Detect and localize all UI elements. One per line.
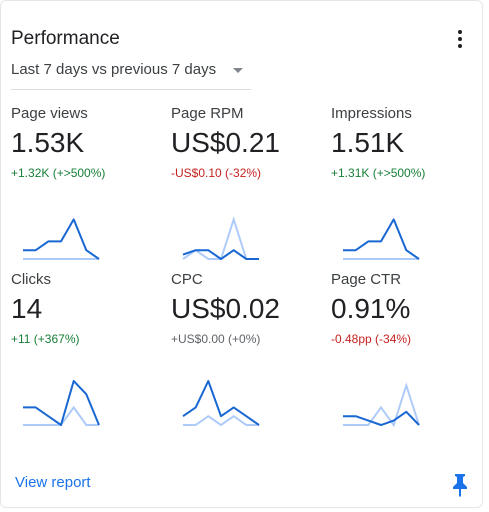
metric-value: 1.53K [11,127,85,158]
metric-value: 14 [11,293,43,324]
metric-label: Clicks [11,271,51,288]
metric-delta: -0.48pp (-34%) [331,332,412,346]
sparkline-chart [182,216,259,260]
current-period-line [343,410,420,426]
metric-delta: +US$0.00 (+0%) [171,332,261,346]
sparkline-chart [23,380,100,426]
metric-value: 1.51K [331,127,405,158]
current-period-line [23,218,100,260]
caret-down-icon [233,68,243,73]
metric-delta: +1.31K (+>500%) [331,166,426,180]
metric-value: 0.91% [331,293,411,324]
sparkline-chart [182,380,260,427]
previous-period-line [182,216,259,260]
metric-value: US$0.21 [171,127,280,158]
previous-period-line [183,414,259,427]
metric-delta: +1.32K (+>500%) [11,166,106,180]
current-period-line [343,218,420,260]
previous-period-line [343,382,420,428]
card-title: Performance [11,28,120,49]
metric-label: Page RPM [171,105,244,122]
more-vert-icon[interactable] [450,27,470,51]
current-period-line [23,380,100,426]
view-report-link[interactable]: View report [15,474,91,491]
metric-value: US$0.02 [171,293,280,324]
current-period-line [182,249,259,260]
metric-label: Impressions [331,105,412,122]
pin-icon[interactable] [450,472,470,498]
metric-delta: +11 (+367%) [11,332,80,346]
date-range-dropdown[interactable]: Last 7 days vs previous 7 days [11,61,251,90]
metric-label: CPC [171,271,203,288]
metric-delta: -US$0.10 (-32%) [171,166,262,180]
sparkline-chart [23,218,100,260]
metric-label: Page views [11,105,88,122]
metric-label: Page CTR [331,271,402,288]
date-range-label: Last 7 days vs previous 7 days [11,61,217,78]
current-period-line [182,380,260,426]
sparkline-chart [343,382,420,428]
sparkline-chart [343,218,420,260]
